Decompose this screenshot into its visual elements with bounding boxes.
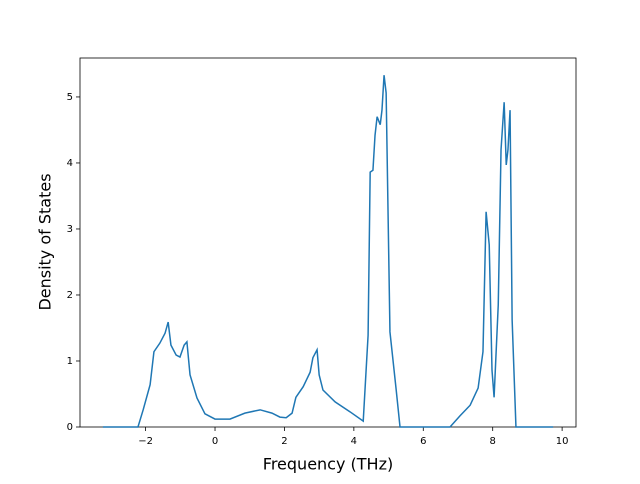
x-tick-label: 6 <box>420 436 426 447</box>
y-tick-label: 1 <box>67 356 73 367</box>
x-tick-label: 10 <box>556 436 569 447</box>
x-tick-label: 2 <box>281 436 287 447</box>
line-series <box>102 75 554 428</box>
plot-frame <box>79 57 577 428</box>
x-tick-label: 0 <box>212 436 218 447</box>
y-axis-label: Density of States <box>36 173 55 310</box>
x-tick-label: 4 <box>351 436 357 447</box>
y-tick-label: 4 <box>67 158 73 169</box>
x-axis-label: Frequency (THz) <box>263 455 393 474</box>
x-tick-label: 8 <box>490 436 496 447</box>
y-tick-label: 2 <box>67 290 73 301</box>
y-tick-label: 3 <box>67 224 73 235</box>
y-tick-label: 5 <box>67 92 73 103</box>
y-tick-label: 0 <box>67 422 73 433</box>
x-tick-label: −2 <box>138 436 153 447</box>
